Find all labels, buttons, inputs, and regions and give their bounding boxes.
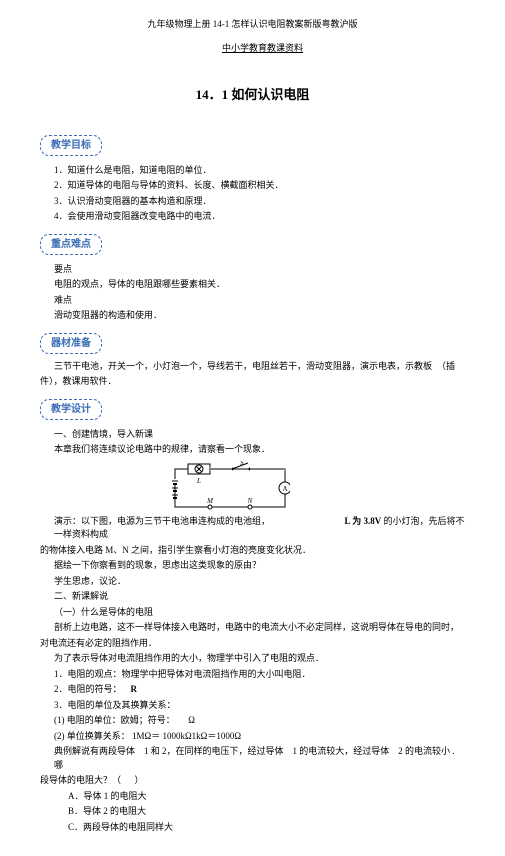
focus-diff-text: 滑动变阻器的构造和使用． <box>40 309 465 323</box>
design-s3: 二、新课解说 <box>40 590 465 604</box>
focus-heavy-text: 电阻的观点，导体的电阻跟哪些要素相关． <box>40 278 465 292</box>
p2-symbol: R <box>131 684 138 694</box>
demo-line2: 的物体接入电路 M、N 之间，指引学生察看小灯泡的亮度变化状况． <box>40 544 465 558</box>
sub-header: 中小学教育教课资料 <box>40 42 465 56</box>
design-intro2: 本章我们将连续议论电路中的规律，请察看一个现象． <box>40 443 465 457</box>
design-s6: 对电流还有必定的阻挡作用． <box>40 637 465 651</box>
circuit-label-s: S <box>240 461 244 467</box>
example-line1: 典例解说有两段导体 1 和 2，在同样的电压下，经过导体 1 的电流较大，经过导… <box>40 745 465 772</box>
goal-item: 3．认识滑动变阻器的基本构造和原理． <box>40 195 465 209</box>
design-s4: （一）什么是导体的电阻 <box>40 606 465 620</box>
section-goals-label: 教学目标 <box>40 135 102 156</box>
goal-item: 4．会使用滑动变阻器改变电路中的电流． <box>40 210 465 224</box>
circuit-label-a: A <box>282 485 287 493</box>
ex1c: 1 的电流较大，经过导体 <box>293 746 390 756</box>
circuit-label-n: N <box>247 497 253 505</box>
design-s2: 学生思虑，议论． <box>40 575 465 589</box>
goal-item: 2．知道导体的电阻与导体的资料、长度、横截面积相关． <box>40 179 465 193</box>
ex2: 段导体的电阻大？（ <box>40 775 121 785</box>
ex1b: 1 和 2，在同样的电压下，经过导体 <box>144 746 284 756</box>
demo-pre: 演示：以下图，电源为三节干电池串连构成的电池组， <box>54 516 270 526</box>
ex3: ） <box>135 775 144 785</box>
design-p2: 2．电阻的符号： R <box>40 683 465 697</box>
design-p3b: (2) 单位换算关系： 1MΩ＝ 1000kΩ1kΩ＝1000Ω <box>40 730 465 744</box>
goal-item: 1．知道什么是电阻，知道电阻的单位． <box>40 164 465 178</box>
example-line2: 段导体的电阻大？（ ） <box>40 774 465 788</box>
design-s7: 为了表示导体对电流阻挡作用的大小，物理学中引入了电阻的观点． <box>40 652 465 666</box>
option-a: A．导体 1 的电阻大 <box>40 790 465 804</box>
ex1a: 典例解说有两段导体 <box>54 746 135 756</box>
demo-line1: 演示：以下图，电源为三节干电池串连构成的电池组， L 为 3.8V 的小灯泡，先… <box>40 515 465 542</box>
design-p1: 1．电阻的观点：物理学中把导体对电流阻挡作用的大小叫电阻． <box>40 668 465 682</box>
p2-pre: 2．电阻的符号： <box>54 684 122 694</box>
section-design-label: 教学设计 <box>40 399 102 420</box>
p3b-pre: (2) 单位换算关系： <box>54 731 130 741</box>
circuit-diagram: S L A M N <box>170 461 290 511</box>
prep-side-note: （插 <box>437 360 455 374</box>
prep-line1: 三节干电池，开关一个，小灯泡一个，导线若干，电阻丝若干，滑动变阻器，演示电表，示… <box>40 361 432 371</box>
focus-diff-label: 难点 <box>40 294 465 308</box>
design-s5: 剖析上边电路，这不一样导体接入电路时，电路中的电流大小不必定同样，这说明导体在导… <box>40 621 465 635</box>
circuit-label-l: L <box>196 477 201 485</box>
design-intro1: 一、创建情境，导入新课 <box>40 428 465 442</box>
demo-l-value: L 为 3.8V <box>345 516 382 526</box>
p3a-sym: Ω <box>188 715 195 725</box>
focus-heavy-label: 要点 <box>40 263 465 277</box>
circuit-label-m: M <box>206 497 214 505</box>
p3b-eq: 1MΩ＝ 1000kΩ1kΩ＝1000Ω <box>132 731 241 741</box>
top-header: 九年级物理上册 14-1 怎样认识电阻教案新版粤教沪版 <box>40 18 465 32</box>
section-focus-label: 重点难点 <box>40 234 102 255</box>
design-p3a: (1) 电阻的单位：欧姆；符号： Ω <box>40 714 465 728</box>
design-s1: 据绘一下你察看到的现象，思虑出这类现象的原由？ <box>40 559 465 573</box>
circuit-diagram-row: S L A M N <box>40 461 465 511</box>
p3a-pre: (1) 电阻的单位：欧姆；符号： <box>54 715 175 725</box>
prep-line2: 件），教课用软件． <box>40 375 465 389</box>
option-b: B．导体 2 的电阻大 <box>40 805 465 819</box>
design-p3: 3．电阻的单位及其换算关系： <box>40 699 465 713</box>
main-title: 14．1 如何认识电阻 <box>40 85 465 105</box>
option-c: C．两段导体的电阻同样大 <box>40 821 465 835</box>
section-prep-label: 器材准备 <box>40 333 102 354</box>
